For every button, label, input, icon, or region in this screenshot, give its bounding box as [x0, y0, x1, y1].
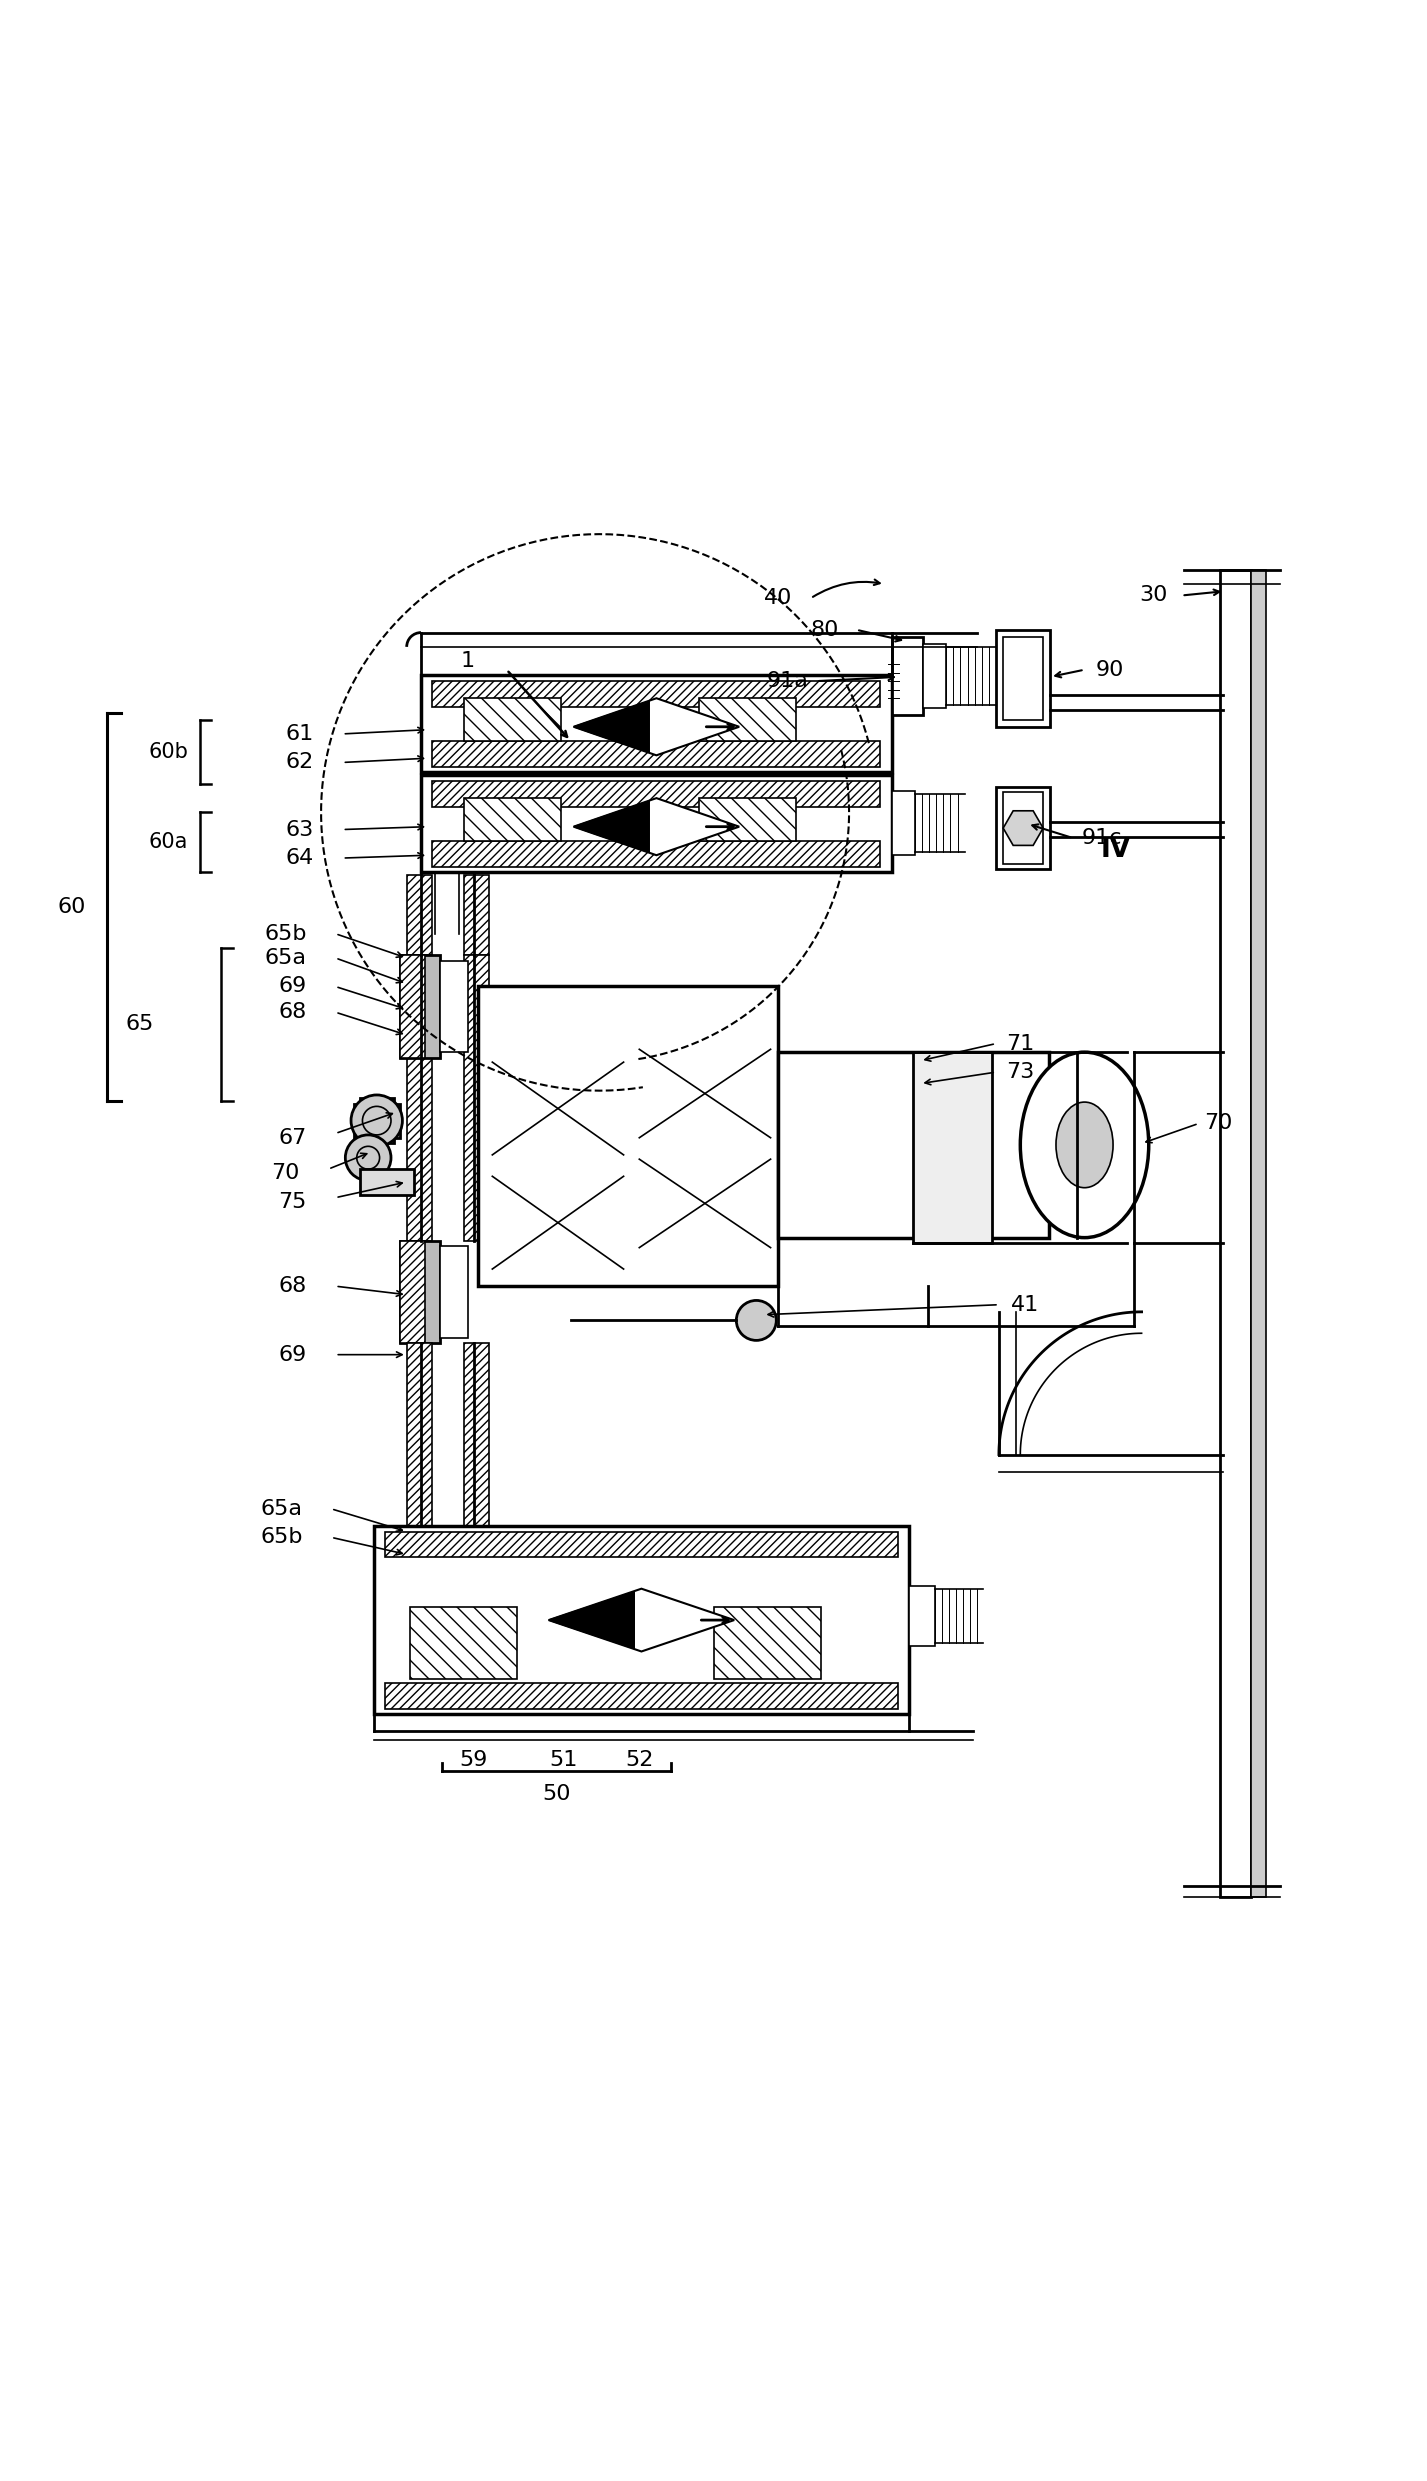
Text: 68: 68	[278, 1002, 307, 1022]
Bar	[464, 799, 561, 841]
Text: 90: 90	[1096, 660, 1124, 680]
Bar	[421, 774, 892, 873]
Bar	[385, 1531, 898, 1558]
Bar	[892, 791, 915, 856]
Bar	[699, 799, 796, 841]
Text: 40: 40	[763, 588, 792, 608]
Bar	[400, 1240, 440, 1342]
Polygon shape	[574, 702, 649, 752]
Bar	[360, 1097, 394, 1144]
Bar	[374, 1526, 909, 1714]
Text: 73: 73	[1006, 1062, 1035, 1082]
Text: 65a: 65a	[265, 948, 307, 968]
Text: 65a: 65a	[261, 1499, 303, 1518]
Text: 30: 30	[1139, 586, 1167, 605]
Text: 41: 41	[1010, 1295, 1039, 1315]
Text: 91a: 91a	[766, 672, 809, 692]
Text: 60a: 60a	[148, 831, 188, 853]
Bar	[909, 1585, 935, 1645]
Circle shape	[345, 1134, 391, 1181]
Text: 69: 69	[278, 978, 307, 997]
Text: 71: 71	[1006, 1035, 1035, 1054]
Text: 61: 61	[285, 724, 314, 744]
Polygon shape	[574, 799, 739, 856]
Bar	[432, 682, 880, 707]
Bar	[923, 645, 946, 707]
Text: 52: 52	[625, 1749, 654, 1769]
Circle shape	[736, 1300, 776, 1340]
Bar	[400, 955, 440, 1057]
Text: 80: 80	[811, 620, 839, 640]
Bar	[478, 987, 778, 1285]
Bar	[432, 742, 880, 767]
Ellipse shape	[1056, 1102, 1113, 1188]
Bar	[432, 782, 880, 806]
Text: 1: 1	[461, 650, 475, 672]
Text: 70: 70	[271, 1164, 300, 1183]
Bar	[464, 876, 489, 955]
Bar	[699, 697, 796, 742]
Bar	[410, 1608, 517, 1680]
Bar	[421, 675, 892, 772]
Bar	[400, 1240, 425, 1342]
Bar	[1220, 571, 1251, 1898]
Text: 51: 51	[549, 1749, 578, 1769]
Bar	[492, 1176, 624, 1270]
Text: 67: 67	[278, 1129, 307, 1149]
Bar	[432, 841, 880, 866]
Text: 60b: 60b	[148, 742, 188, 762]
Polygon shape	[548, 1588, 733, 1652]
Bar	[385, 1682, 898, 1709]
Bar	[639, 1049, 771, 1139]
Text: 68: 68	[278, 1275, 307, 1295]
Polygon shape	[1003, 811, 1043, 846]
Text: 69: 69	[278, 1345, 307, 1365]
Bar	[407, 1342, 432, 1526]
Text: 65: 65	[126, 1015, 154, 1035]
Text: 75: 75	[278, 1191, 307, 1213]
Bar	[354, 1104, 400, 1139]
Bar	[464, 697, 561, 742]
Text: 50: 50	[542, 1784, 571, 1804]
Bar	[778, 1052, 1049, 1238]
Text: 65b: 65b	[260, 1528, 303, 1548]
Polygon shape	[574, 697, 739, 754]
Bar	[714, 1608, 821, 1680]
Bar	[400, 955, 425, 1057]
Bar	[407, 955, 432, 1240]
Bar	[1003, 638, 1043, 719]
Text: 64: 64	[285, 849, 314, 868]
Bar	[913, 1052, 992, 1243]
Bar	[996, 630, 1050, 727]
Bar	[892, 638, 923, 715]
Polygon shape	[548, 1590, 634, 1647]
Text: IV: IV	[1100, 836, 1132, 863]
Text: 70: 70	[1204, 1114, 1233, 1134]
Text: 63: 63	[285, 819, 314, 839]
Bar	[996, 786, 1050, 868]
Text: 62: 62	[285, 752, 314, 772]
Bar	[1003, 791, 1043, 863]
Bar	[407, 876, 432, 955]
Ellipse shape	[1020, 1052, 1149, 1238]
Circle shape	[351, 1094, 402, 1146]
Bar	[492, 1062, 624, 1154]
Bar	[1251, 571, 1266, 1898]
Text: 60: 60	[57, 896, 86, 915]
Bar	[464, 955, 489, 1240]
Text: 91c: 91c	[1082, 829, 1122, 849]
Bar	[464, 1342, 489, 1526]
Polygon shape	[574, 801, 649, 853]
Bar	[639, 1159, 771, 1248]
Text: 65b: 65b	[264, 923, 307, 943]
Bar	[440, 1245, 468, 1337]
Text: 59: 59	[459, 1749, 488, 1769]
Bar	[440, 960, 468, 1052]
Bar	[360, 1169, 414, 1196]
